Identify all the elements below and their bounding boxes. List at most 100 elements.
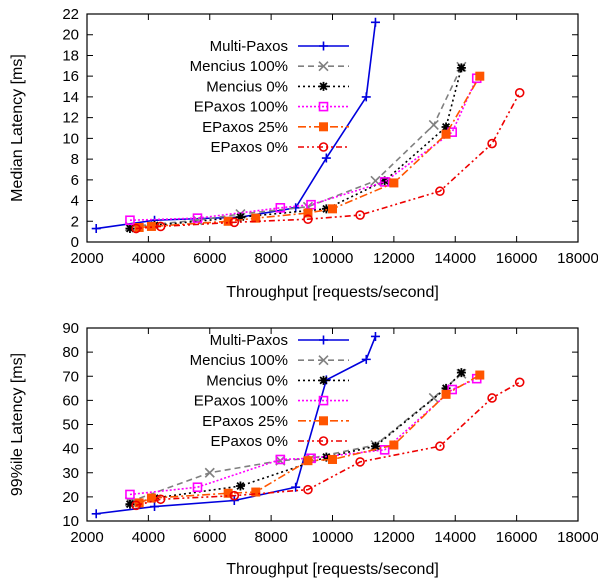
series-epaxos-0 (131, 87, 525, 234)
mencius-0-point (441, 122, 451, 132)
legend-label: Mencius 100% (190, 58, 288, 75)
multi-paxos-point (229, 495, 239, 505)
mencius-0-point (321, 204, 331, 214)
chart-panel-1: 2000 4000 6000 8000 10000 12000 14000 16000 1800… (9, 6, 598, 301)
epaxos-100-line (129, 77, 478, 222)
epaxos-25-point (303, 208, 313, 218)
mencius-100-point (204, 467, 215, 478)
epaxos-0-point (514, 377, 525, 388)
x-tick-label: 6000 (193, 529, 226, 546)
series-epaxos-0 (131, 377, 525, 511)
epaxos-25-point (441, 389, 451, 399)
y-tick-label: 20 (62, 489, 79, 506)
epaxos-25-point (328, 454, 337, 464)
mencius-0-point (370, 441, 380, 451)
x-tick-label: 4000 (132, 250, 165, 267)
epaxos-0-point (514, 87, 525, 98)
mencius-0-point (441, 383, 451, 393)
epaxos-100-point (125, 489, 135, 500)
multi-paxos-point (361, 354, 371, 364)
x-tick-label: 12000 (373, 529, 415, 546)
x-tick-label: 10000 (312, 529, 354, 546)
epaxos-0-point (303, 484, 313, 495)
x-tick-label: 2000 (70, 529, 103, 546)
y-tick-label: 50 (62, 417, 79, 434)
epaxos-100-point (192, 482, 203, 493)
y-tick-label: 10 (62, 513, 79, 530)
x-tick-label: 16000 (496, 250, 538, 267)
epaxos-0-point (303, 214, 313, 224)
mencius-0-point (380, 176, 390, 186)
epaxos-100-point (275, 454, 286, 465)
epaxos-100-point (447, 384, 457, 395)
epaxos-100-point (192, 213, 203, 223)
legend-marker (319, 122, 328, 132)
mencius-100-point (428, 392, 439, 404)
y-tick-label: 10 (62, 130, 79, 147)
legend-marker (318, 436, 329, 446)
series-epaxos-100 (125, 373, 482, 500)
legend-label: EPaxos 0% (210, 139, 288, 156)
x-tick-label: 10000 (312, 250, 354, 267)
legend-marker (319, 81, 328, 91)
x-axis-title: Throughput [requests/second] (226, 561, 439, 578)
y-tick-label: 70 (62, 368, 79, 385)
epaxos-25-point (328, 204, 337, 214)
epaxos-100-point (379, 445, 390, 455)
x-tick-label: 18000 (557, 529, 598, 546)
multi-paxos-point (321, 153, 331, 163)
y-tick-label: 18 (62, 47, 79, 64)
legend-marker (318, 101, 329, 112)
legend-label: EPaxos 100% (194, 393, 288, 410)
y-axis-title: Median Latency [ms] (9, 54, 26, 202)
legend-label: EPaxos 25% (202, 119, 288, 136)
mencius-0-point (235, 481, 245, 491)
series-epaxos-100 (125, 73, 482, 226)
mencius-0-point (235, 212, 245, 222)
epaxos-0-point (229, 490, 240, 501)
y-tick-label: 40 (62, 441, 79, 458)
mencius-0-point (125, 224, 135, 234)
legend-marker (318, 142, 329, 152)
epaxos-0-point (229, 217, 240, 228)
legend-label: Multi-Paxos (210, 38, 288, 55)
x-tick-label: 2000 (70, 250, 103, 267)
epaxos-100-point (275, 203, 286, 213)
epaxos-25-point (223, 488, 233, 498)
y-tick-label: 16 (62, 68, 79, 85)
epaxos-25-point (475, 71, 485, 81)
y-tick-label: 22 (62, 6, 79, 23)
epaxos-0-point (435, 441, 445, 452)
epaxos-0-point (155, 221, 166, 232)
legend-label: Mencius 100% (190, 352, 288, 369)
y-tick-label: 12 (62, 110, 79, 127)
epaxos-25-point (441, 129, 451, 139)
x-tick-label: 16000 (496, 529, 538, 546)
legend-marker (318, 355, 329, 366)
x-tick-label: 12000 (373, 250, 415, 267)
legend-label: EPaxos 25% (202, 413, 288, 430)
epaxos-0-point (487, 138, 497, 149)
epaxos-0-point (155, 494, 166, 505)
epaxos-25-line (139, 75, 481, 229)
legend-label: EPaxos 0% (210, 433, 288, 450)
legend-marker (319, 416, 328, 426)
multi-paxos-point (150, 502, 160, 512)
multi-paxos-point (91, 224, 101, 234)
legend-label: Multi-Paxos (210, 332, 288, 349)
epaxos-25-point (389, 178, 399, 188)
chart-panel-2: 2000 4000 6000 8000 10000 12000 14000 16000 1800… (9, 320, 598, 578)
mencius-0-point (456, 63, 466, 73)
y-tick-label: 80 (62, 344, 79, 361)
x-tick-label: 4000 (132, 529, 165, 546)
legend-marker (319, 41, 328, 51)
x-tick-label: 14000 (434, 250, 476, 267)
legend-marker (319, 375, 328, 385)
x-tick-label: 14000 (434, 529, 476, 546)
mencius-0-point (456, 368, 466, 378)
multi-paxos-point (370, 17, 380, 27)
epaxos-100-point (125, 215, 135, 226)
epaxos-100-line (129, 377, 478, 496)
epaxos-25-point (251, 487, 261, 497)
legend-marker (318, 61, 329, 72)
